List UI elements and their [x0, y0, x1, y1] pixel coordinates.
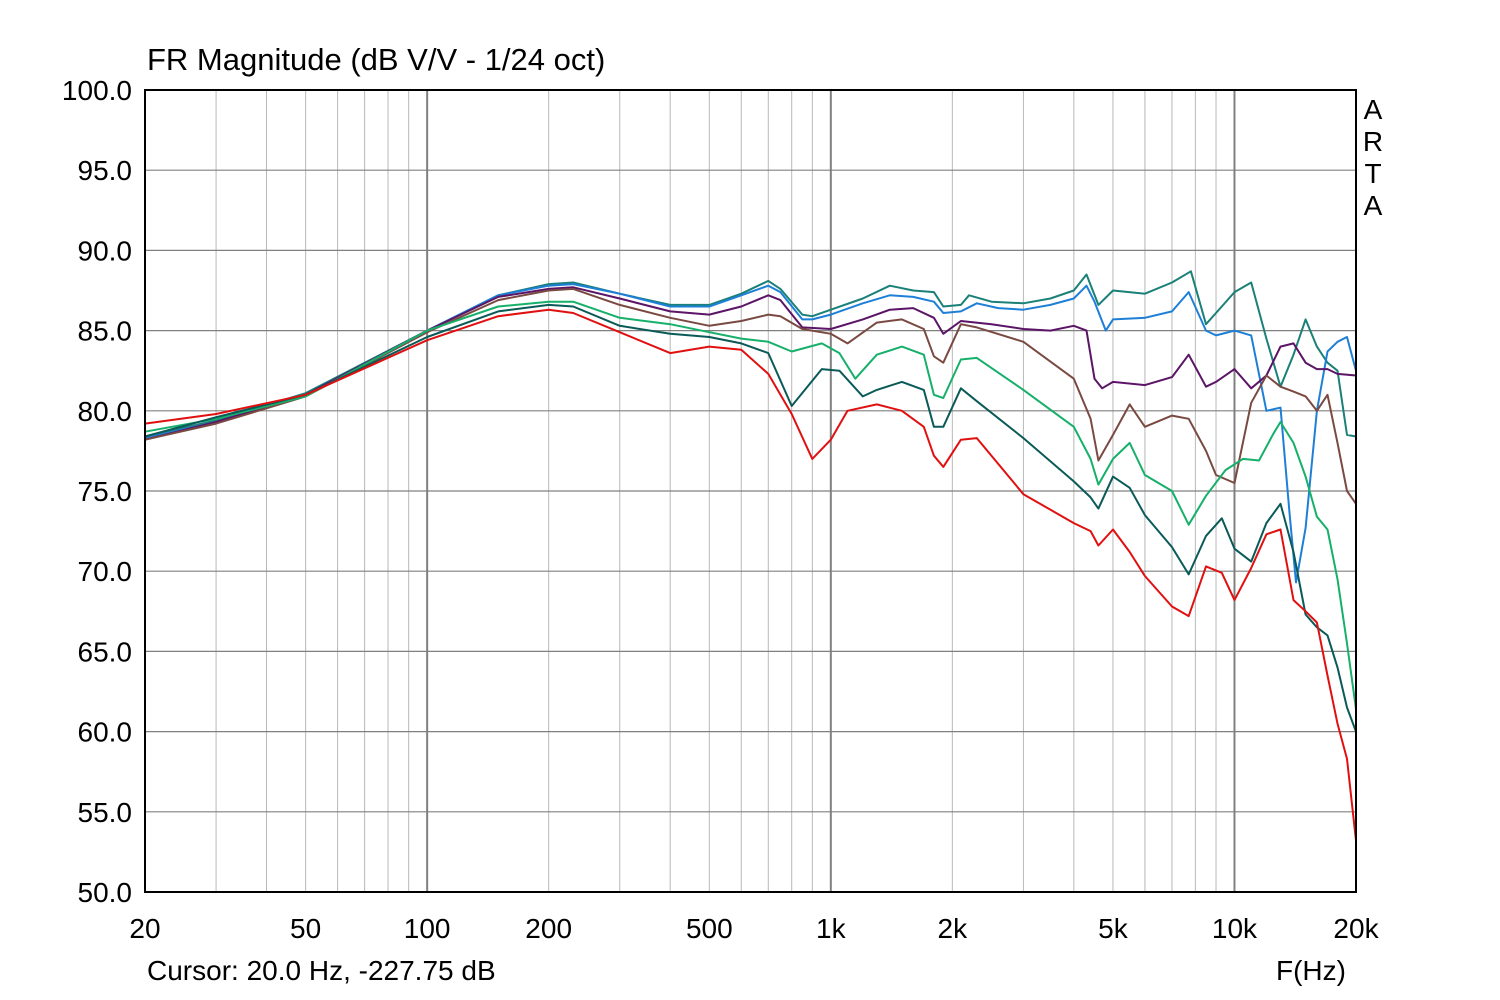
x-tick-label: 500: [686, 913, 733, 944]
y-tick-label: 80.0: [78, 396, 133, 427]
x-tick-label: 20: [129, 913, 160, 944]
tick-labels: 20 50 100 200 500 1k 2k 5k 10k 20k 100.0 95.0 90.0 85…: [62, 75, 1380, 944]
series-line-1: [144, 270, 1357, 438]
x-tick-label: 5k: [1098, 913, 1129, 944]
brand-logo: ARTA: [1362, 94, 1384, 221]
x-tick-label: 10k: [1212, 913, 1258, 944]
y-tick-label: 90.0: [78, 235, 133, 266]
y-tick-label: 95.0: [78, 155, 133, 186]
x-tick-label: 200: [525, 913, 572, 944]
series-line-2: [144, 283, 1357, 584]
y-tick-label: 65.0: [78, 636, 133, 667]
series-line-4: [144, 287, 1357, 505]
y-tick-label: 55.0: [78, 797, 133, 828]
x-tick-label: 100: [404, 913, 451, 944]
plot-frame: [144, 89, 1357, 893]
y-tick-label: 75.0: [78, 476, 133, 507]
series-line-6: [144, 303, 1357, 732]
cursor-readout: Cursor: 20.0 Hz, -227.75 dB: [147, 955, 496, 986]
series-line-5: [144, 300, 1357, 710]
x-tick-label: 2k: [938, 913, 969, 944]
x-tick-label: 20k: [1333, 913, 1379, 944]
chart-title: FR Magnitude (dB V/V - 1/24 oct): [147, 42, 606, 77]
series-line-3: [144, 286, 1357, 441]
y-tick-label: 50.0: [78, 877, 133, 908]
y-tick-label: 85.0: [78, 316, 133, 347]
grid: [145, 89, 1356, 893]
traces: [144, 270, 1357, 841]
x-tick-label: 1k: [816, 913, 847, 944]
x-tick-label: 50: [290, 913, 321, 944]
y-tick-label: 100.0: [62, 75, 132, 106]
y-tick-label: 70.0: [78, 556, 133, 587]
x-axis-label: F(Hz): [1276, 955, 1346, 986]
series-line-7: [144, 308, 1357, 841]
y-tick-label: 60.0: [78, 717, 133, 748]
